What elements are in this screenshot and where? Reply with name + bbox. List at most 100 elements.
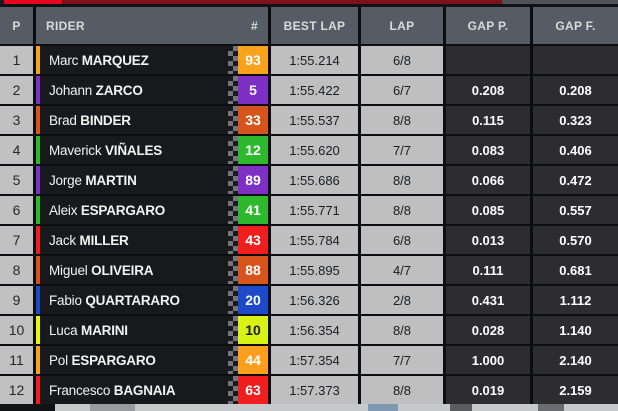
rider-first-name: Johann bbox=[49, 82, 93, 98]
position-cell: 7 bbox=[0, 226, 33, 254]
table-row: 10 Luca MARINI 10 1:56.354 8/8 0.028 1.1… bbox=[0, 316, 618, 344]
rider-first-name: Miguel bbox=[49, 262, 88, 278]
rider-name: Luca MARINI bbox=[40, 323, 228, 338]
best-lap-cell: 1:57.373 bbox=[271, 376, 358, 404]
team-color-bar bbox=[36, 166, 40, 194]
best-lap-cell: 1:55.214 bbox=[271, 46, 358, 74]
checker-strip bbox=[228, 316, 238, 344]
video-sliver-shape bbox=[450, 404, 472, 411]
position-cell: 2 bbox=[0, 76, 33, 104]
header-gap-first: GAP F. bbox=[533, 7, 618, 44]
rider-cell: Aleix ESPARGARO 41 bbox=[36, 196, 268, 224]
checker-strip bbox=[228, 136, 238, 164]
rider-last-name: ESPARGARO bbox=[71, 352, 156, 368]
team-color-bar bbox=[36, 226, 40, 254]
rider-name: Johann ZARCO bbox=[40, 83, 228, 98]
gap-previous-cell: 0.111 bbox=[446, 256, 530, 284]
best-lap-cell: 1:55.537 bbox=[271, 106, 358, 134]
rider-number-plate: 63 bbox=[238, 376, 268, 404]
rider-name: Jack MILLER bbox=[40, 233, 228, 248]
rider-last-name: BINDER bbox=[80, 112, 131, 128]
rider-number-plate: 5 bbox=[238, 76, 268, 104]
gap-first-cell: 0.472 bbox=[533, 166, 618, 194]
timing-table-body: 1 Marc MARQUEZ 93 1:55.214 6/8 2 Johann bbox=[0, 46, 618, 404]
rider-name: Pol ESPARGARO bbox=[40, 353, 228, 368]
gap-previous-cell: 0.085 bbox=[446, 196, 530, 224]
rider-number-plate: 89 bbox=[238, 166, 268, 194]
checker-strip bbox=[228, 196, 238, 224]
table-row: 11 Pol ESPARGARO 44 1:57.354 7/7 1.000 2… bbox=[0, 346, 618, 374]
gap-first-cell: 1.140 bbox=[533, 316, 618, 344]
checker-strip bbox=[228, 346, 238, 374]
rider-last-name: VIÑALES bbox=[104, 142, 163, 158]
rider-first-name: Brad bbox=[49, 112, 77, 128]
lap-cell: 6/8 bbox=[361, 226, 443, 254]
team-color-bar bbox=[36, 196, 40, 224]
rider-first-name: Aleix bbox=[49, 202, 78, 218]
gap-first-cell: 0.323 bbox=[533, 106, 618, 134]
team-color-bar bbox=[36, 256, 40, 284]
table-row: 12 Francesco BAGNAIA 63 1:57.373 8/8 0.0… bbox=[0, 376, 618, 404]
table-row: 5 Jorge MARTIN 89 1:55.686 8/8 0.066 0.4… bbox=[0, 166, 618, 194]
rider-number-plate: 44 bbox=[238, 346, 268, 374]
rider-first-name: Jorge bbox=[49, 172, 82, 188]
video-sliver-shape bbox=[90, 404, 135, 411]
rider-last-name: MILLER bbox=[79, 232, 129, 248]
progress-buffered bbox=[62, 0, 502, 4]
best-lap-cell: 1:55.422 bbox=[271, 76, 358, 104]
rider-cell: Fabio QUARTARARO 20 bbox=[36, 286, 268, 314]
header-position: P bbox=[0, 7, 33, 44]
team-color-bar bbox=[36, 346, 40, 374]
rider-first-name: Fabio bbox=[49, 292, 82, 308]
team-color-bar bbox=[36, 46, 40, 74]
gap-previous-cell: 0.431 bbox=[446, 286, 530, 314]
header-rider-label: RIDER bbox=[46, 18, 85, 33]
gap-previous-cell: 0.066 bbox=[446, 166, 530, 194]
table-row: 9 Fabio QUARTARARO 20 1:56.326 2/8 0.431… bbox=[0, 286, 618, 314]
rider-name: Brad BINDER bbox=[40, 113, 228, 128]
position-cell: 6 bbox=[0, 196, 33, 224]
team-color-bar bbox=[36, 316, 40, 344]
table-row: 4 Maverick VIÑALES 12 1:55.620 7/7 0.083… bbox=[0, 136, 618, 164]
rider-first-name: Jack bbox=[49, 232, 76, 248]
rider-number-plate: 20 bbox=[238, 286, 268, 314]
best-lap-cell: 1:55.771 bbox=[271, 196, 358, 224]
rider-cell: Johann ZARCO 5 bbox=[36, 76, 268, 104]
background-video-sliver bbox=[0, 404, 618, 411]
position-cell: 8 bbox=[0, 256, 33, 284]
lap-cell: 8/8 bbox=[361, 316, 443, 344]
gap-first-cell: 0.570 bbox=[533, 226, 618, 254]
rider-number-plate: 33 bbox=[238, 106, 268, 134]
lap-cell: 8/8 bbox=[361, 166, 443, 194]
position-cell: 11 bbox=[0, 346, 33, 374]
checker-strip bbox=[228, 106, 238, 134]
rider-first-name: Marc bbox=[49, 52, 79, 68]
video-progress-bar[interactable] bbox=[0, 0, 618, 4]
table-row: 6 Aleix ESPARGARO 41 1:55.771 8/8 0.085 … bbox=[0, 196, 618, 224]
checker-strip bbox=[228, 166, 238, 194]
position-cell: 12 bbox=[0, 376, 33, 404]
rider-last-name: MARINI bbox=[81, 322, 128, 338]
position-cell: 5 bbox=[0, 166, 33, 194]
lap-cell: 8/8 bbox=[361, 376, 443, 404]
rider-first-name: Francesco bbox=[49, 382, 111, 398]
best-lap-cell: 1:55.686 bbox=[271, 166, 358, 194]
rider-number-plate: 10 bbox=[238, 316, 268, 344]
checker-strip bbox=[228, 76, 238, 104]
best-lap-cell: 1:55.895 bbox=[271, 256, 358, 284]
table-row: 7 Jack MILLER 43 1:55.784 6/8 0.013 0.57… bbox=[0, 226, 618, 254]
gap-first-cell: 2.159 bbox=[533, 376, 618, 404]
rider-name: Francesco BAGNAIA bbox=[40, 383, 228, 398]
rider-name: Marc MARQUEZ bbox=[40, 53, 228, 68]
rider-name: Maverick VIÑALES bbox=[40, 143, 228, 158]
rider-cell: Brad BINDER 33 bbox=[36, 106, 268, 134]
lap-cell: 8/8 bbox=[361, 196, 443, 224]
rider-cell: Luca MARINI 10 bbox=[36, 316, 268, 344]
gap-previous-cell: 0.013 bbox=[446, 226, 530, 254]
rider-first-name: Pol bbox=[49, 352, 68, 368]
header-best-lap: BEST LAP bbox=[271, 7, 358, 44]
position-cell: 3 bbox=[0, 106, 33, 134]
header-gap-previous: GAP P. bbox=[446, 7, 530, 44]
header-lap: LAP bbox=[361, 7, 443, 44]
